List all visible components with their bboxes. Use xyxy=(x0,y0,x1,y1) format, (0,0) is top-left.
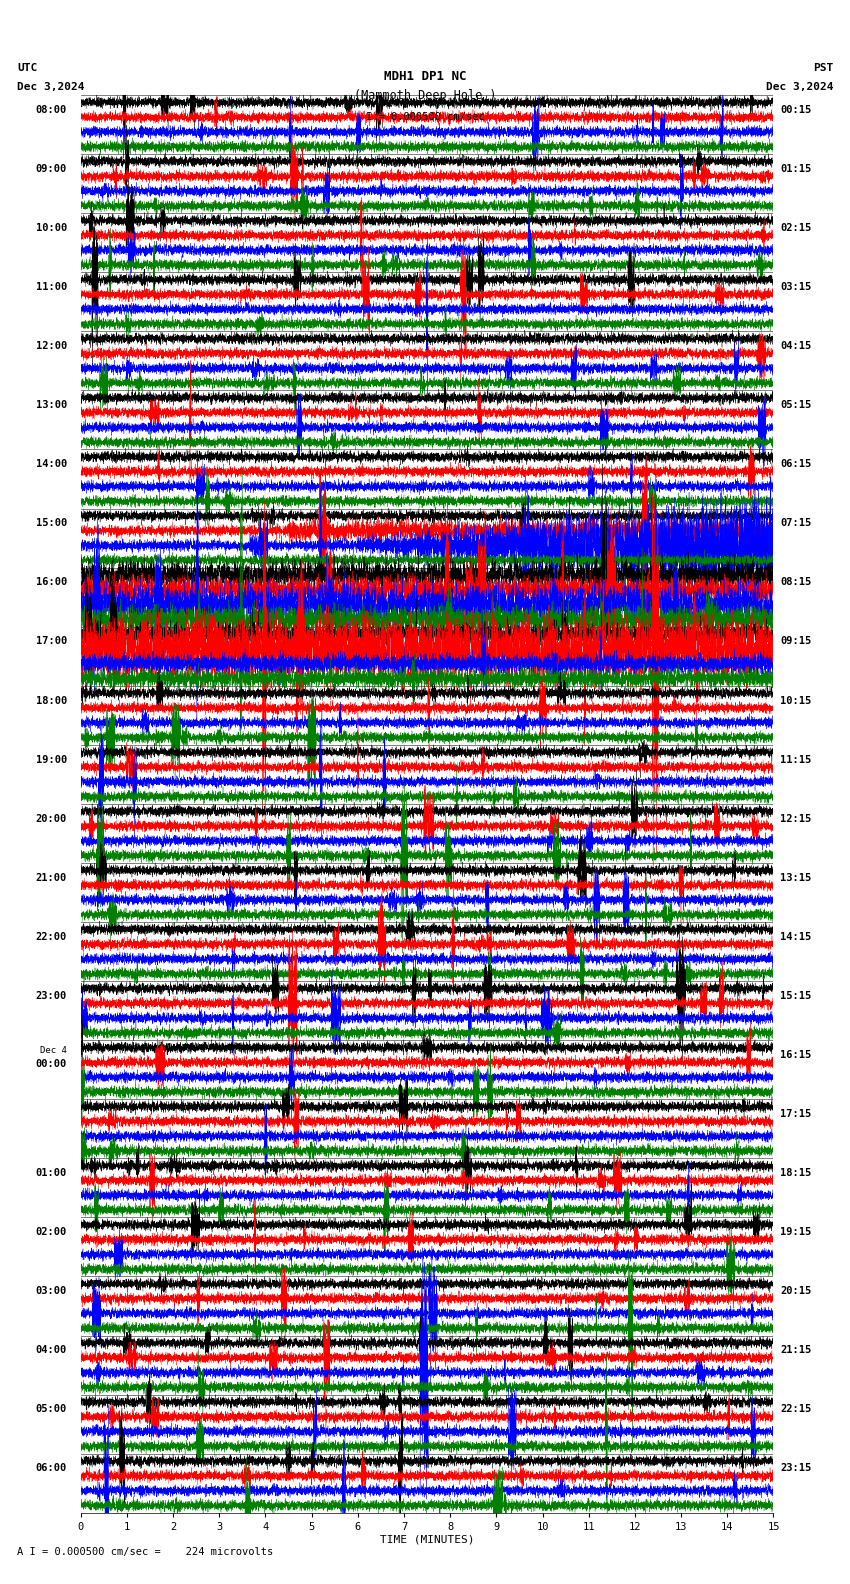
Text: I = 0.000500 cm/sec: I = 0.000500 cm/sec xyxy=(366,112,484,122)
Text: 09:15: 09:15 xyxy=(780,637,812,646)
Text: 06:00: 06:00 xyxy=(36,1464,67,1473)
Text: (Mammoth Deep Hole ): (Mammoth Deep Hole ) xyxy=(354,89,496,101)
Text: 08:15: 08:15 xyxy=(780,577,812,588)
Text: 12:00: 12:00 xyxy=(36,341,67,352)
Text: PST: PST xyxy=(813,63,833,73)
Text: 17:15: 17:15 xyxy=(780,1109,812,1118)
Text: 04:15: 04:15 xyxy=(780,341,812,352)
Text: 13:00: 13:00 xyxy=(36,401,67,410)
Text: MDH1 DP1 NC: MDH1 DP1 NC xyxy=(383,70,467,82)
Text: 04:00: 04:00 xyxy=(36,1345,67,1356)
Text: 14:15: 14:15 xyxy=(780,931,812,942)
Text: 00:15: 00:15 xyxy=(780,105,812,114)
Text: 00:00: 00:00 xyxy=(36,1058,67,1069)
Text: 05:15: 05:15 xyxy=(780,401,812,410)
Text: 02:00: 02:00 xyxy=(36,1228,67,1237)
Text: 23:00: 23:00 xyxy=(36,992,67,1001)
Text: Dec 4: Dec 4 xyxy=(40,1045,67,1055)
Text: 05:00: 05:00 xyxy=(36,1405,67,1415)
Text: 09:00: 09:00 xyxy=(36,163,67,174)
Text: 07:15: 07:15 xyxy=(780,518,812,529)
Text: 11:15: 11:15 xyxy=(780,754,812,765)
Text: 10:00: 10:00 xyxy=(36,223,67,233)
Text: 18:15: 18:15 xyxy=(780,1167,812,1178)
Text: 15:00: 15:00 xyxy=(36,518,67,529)
Text: 23:15: 23:15 xyxy=(780,1464,812,1473)
Text: 10:15: 10:15 xyxy=(780,695,812,705)
Text: Dec 3,2024: Dec 3,2024 xyxy=(766,82,833,92)
Text: 16:15: 16:15 xyxy=(780,1050,812,1060)
Text: 13:15: 13:15 xyxy=(780,873,812,882)
Text: 14:00: 14:00 xyxy=(36,459,67,469)
Text: 16:00: 16:00 xyxy=(36,577,67,588)
Text: 01:00: 01:00 xyxy=(36,1167,67,1178)
Text: 12:15: 12:15 xyxy=(780,814,812,824)
Text: 19:00: 19:00 xyxy=(36,754,67,765)
Text: 03:00: 03:00 xyxy=(36,1286,67,1296)
Text: Dec 3,2024: Dec 3,2024 xyxy=(17,82,84,92)
Text: 21:15: 21:15 xyxy=(780,1345,812,1356)
Text: 03:15: 03:15 xyxy=(780,282,812,291)
Text: 19:15: 19:15 xyxy=(780,1228,812,1237)
Text: 22:15: 22:15 xyxy=(780,1405,812,1415)
Text: 18:00: 18:00 xyxy=(36,695,67,705)
Text: 01:15: 01:15 xyxy=(780,163,812,174)
Text: 15:15: 15:15 xyxy=(780,992,812,1001)
Text: 17:00: 17:00 xyxy=(36,637,67,646)
X-axis label: TIME (MINUTES): TIME (MINUTES) xyxy=(380,1535,474,1544)
Text: 02:15: 02:15 xyxy=(780,223,812,233)
Text: 22:00: 22:00 xyxy=(36,931,67,942)
Text: A I = 0.000500 cm/sec =    224 microvolts: A I = 0.000500 cm/sec = 224 microvolts xyxy=(17,1548,273,1557)
Text: 21:00: 21:00 xyxy=(36,873,67,882)
Text: 08:00: 08:00 xyxy=(36,105,67,114)
Text: 20:00: 20:00 xyxy=(36,814,67,824)
Text: 06:15: 06:15 xyxy=(780,459,812,469)
Text: 11:00: 11:00 xyxy=(36,282,67,291)
Text: UTC: UTC xyxy=(17,63,37,73)
Text: 20:15: 20:15 xyxy=(780,1286,812,1296)
